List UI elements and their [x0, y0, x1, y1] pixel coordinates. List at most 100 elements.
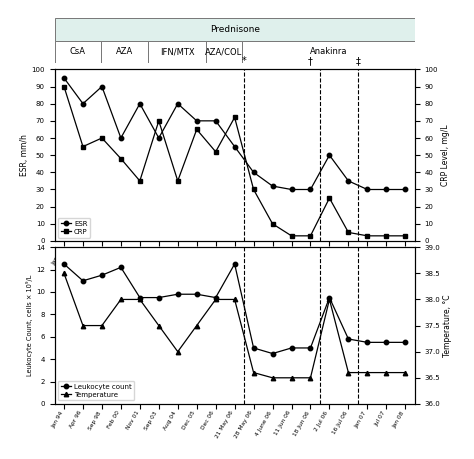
Bar: [148, 41, 206, 63]
Temperature: [251, 370, 256, 375]
CRP: [80, 144, 86, 149]
Leukocyte count: [194, 291, 200, 297]
Bar: [101, 41, 148, 63]
CRP: [308, 233, 313, 239]
CRP: [289, 233, 294, 239]
Line: Temperature: Temperature: [62, 271, 408, 380]
ESR: [270, 183, 275, 189]
Y-axis label: Temperature, °C: Temperature, °C: [443, 294, 452, 357]
Temperature: [402, 370, 408, 375]
ESR: [194, 118, 200, 123]
Leukocyte count: [232, 261, 237, 267]
CRP: [251, 187, 256, 192]
Leukocyte count: [346, 336, 351, 342]
Text: *: *: [242, 56, 246, 66]
Bar: [55, 18, 415, 41]
CRP: [137, 178, 143, 184]
Leukocyte count: [383, 340, 389, 345]
Leukocyte count: [80, 278, 86, 284]
Temperature: [346, 370, 351, 375]
Leukocyte count: [175, 291, 181, 297]
Temperature: [118, 297, 124, 302]
CRP: [365, 233, 370, 239]
Text: ‡: ‡: [356, 56, 360, 66]
Line: Leukocyte count: Leukocyte count: [62, 262, 408, 356]
Y-axis label: Leukocyte Count, cells × 10⁹/L: Leukocyte Count, cells × 10⁹/L: [26, 275, 33, 376]
Leukocyte count: [365, 340, 370, 345]
ESR: [251, 169, 256, 175]
Legend: Leukocyte count, Temperature: Leukocyte count, Temperature: [58, 381, 135, 400]
Temperature: [61, 270, 67, 276]
Leukocyte count: [289, 345, 294, 351]
CRP: [175, 178, 181, 184]
Temperature: [232, 297, 237, 302]
ESR: [383, 187, 389, 192]
Leukocyte count: [213, 295, 219, 300]
Y-axis label: CRP Level, mg/L: CRP Level, mg/L: [441, 124, 450, 186]
ESR: [213, 118, 219, 123]
CRP: [61, 84, 67, 89]
Text: Prednisone: Prednisone: [210, 25, 260, 34]
Leukocyte count: [118, 264, 124, 270]
Leukocyte count: [156, 295, 162, 300]
Line: ESR: ESR: [62, 76, 408, 192]
ESR: [156, 135, 162, 141]
Temperature: [289, 375, 294, 381]
Temperature: [80, 323, 86, 328]
Leukocyte count: [270, 351, 275, 356]
CRP: [270, 221, 275, 227]
Temperature: [327, 297, 332, 302]
Leukocyte count: [308, 345, 313, 351]
Legend: ESR, CRP: ESR, CRP: [58, 218, 91, 237]
Bar: [206, 41, 242, 63]
CRP: [383, 233, 389, 239]
Leukocyte count: [61, 261, 67, 267]
ESR: [80, 101, 86, 106]
Bar: [55, 41, 101, 63]
ESR: [327, 152, 332, 158]
CRP: [327, 196, 332, 201]
Bar: [242, 41, 415, 63]
ESR: [402, 187, 408, 192]
Temperature: [308, 375, 313, 381]
Line: CRP: CRP: [62, 84, 408, 238]
Leukocyte count: [402, 340, 408, 345]
Temperature: [175, 349, 181, 354]
Leukocyte count: [327, 295, 332, 300]
Text: AZA: AZA: [116, 47, 133, 56]
ESR: [175, 101, 181, 106]
Temperature: [194, 323, 200, 328]
CRP: [213, 149, 219, 155]
Temperature: [213, 297, 219, 302]
CRP: [232, 115, 237, 120]
ESR: [61, 75, 67, 81]
Text: AZA/COL: AZA/COL: [205, 47, 242, 56]
CRP: [346, 230, 351, 235]
Temperature: [156, 323, 162, 328]
Leukocyte count: [137, 295, 143, 300]
Text: †: †: [308, 56, 313, 66]
CRP: [99, 135, 105, 141]
CRP: [118, 156, 124, 162]
Y-axis label: ESR, mm/h: ESR, mm/h: [19, 134, 28, 176]
Temperature: [365, 370, 370, 375]
Temperature: [137, 297, 143, 302]
ESR: [118, 135, 124, 141]
CRP: [194, 127, 200, 132]
Text: CsA: CsA: [70, 47, 86, 56]
Text: IFN/MTX: IFN/MTX: [160, 47, 194, 56]
ESR: [365, 187, 370, 192]
Text: Anakinra: Anakinra: [310, 47, 347, 56]
Temperature: [99, 323, 105, 328]
CRP: [402, 233, 408, 239]
ESR: [346, 178, 351, 184]
Temperature: [270, 375, 275, 381]
CRP: [156, 118, 162, 123]
ESR: [308, 187, 313, 192]
ESR: [289, 187, 294, 192]
ESR: [99, 84, 105, 89]
Leukocyte count: [99, 273, 105, 278]
ESR: [232, 144, 237, 149]
Leukocyte count: [251, 345, 256, 351]
ESR: [137, 101, 143, 106]
